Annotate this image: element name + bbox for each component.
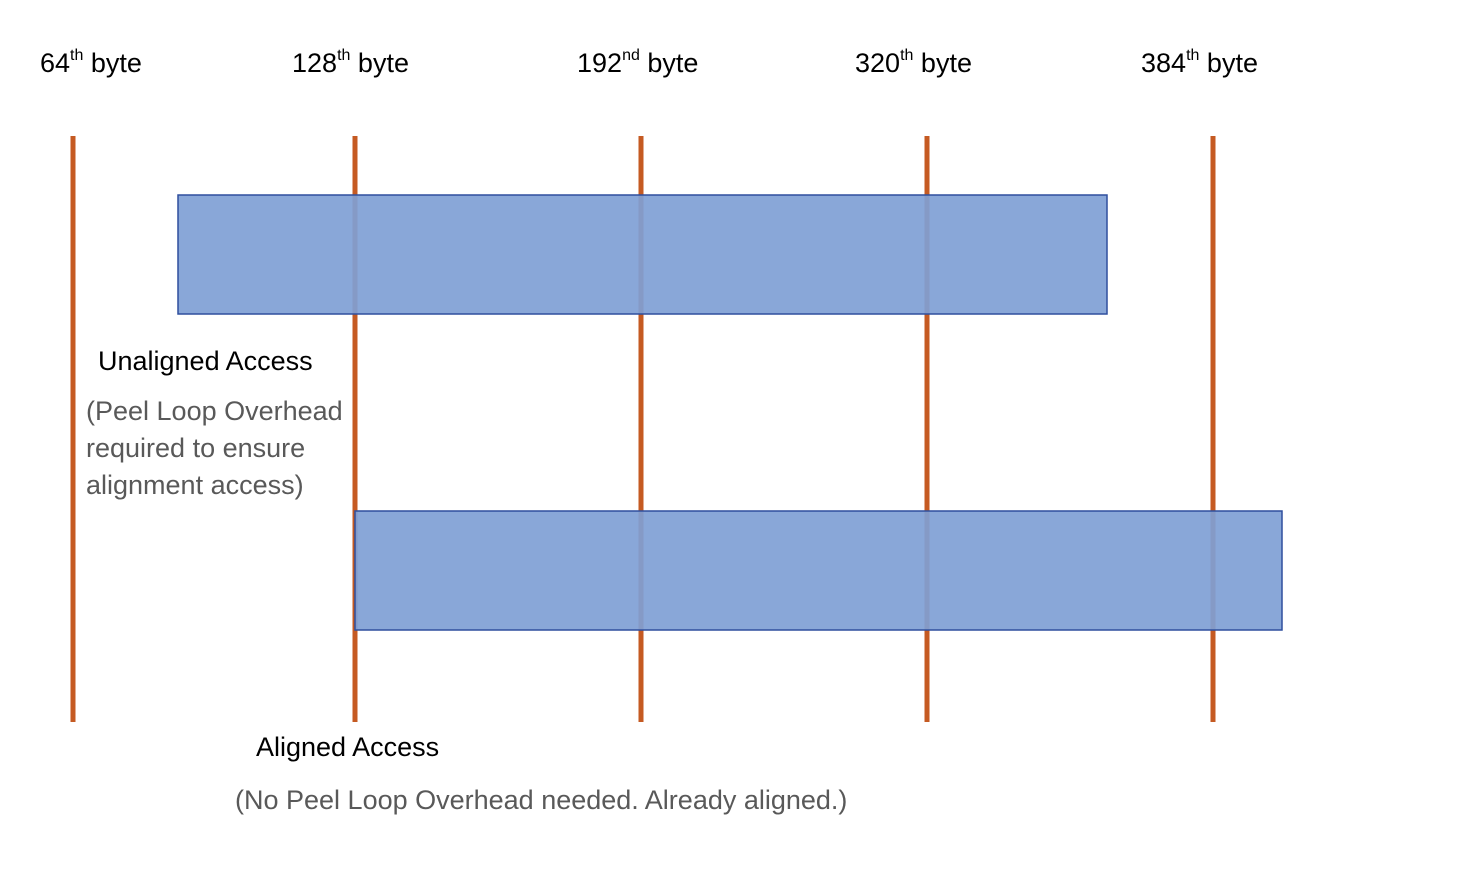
boundary-number: 128 bbox=[292, 48, 338, 78]
unaligned-access-title: Unaligned Access bbox=[98, 346, 313, 376]
aligned-access-title: Aligned Access bbox=[256, 732, 440, 762]
boundary-unit: byte bbox=[920, 48, 972, 78]
boundary-label-320: 320th byte bbox=[855, 47, 972, 79]
boundary-unit: byte bbox=[90, 48, 142, 78]
boundary-label-384: 384th byte bbox=[1141, 47, 1258, 79]
aligned-access-block bbox=[354, 510, 1283, 631]
boundary-unit: byte bbox=[1206, 48, 1258, 78]
boundary-unit: byte bbox=[357, 48, 409, 78]
boundary-suffix: th bbox=[337, 47, 351, 64]
aligned-access-note: (No Peel Loop Overhead needed. Already a… bbox=[235, 785, 848, 815]
boundary-suffix: th bbox=[900, 47, 914, 64]
boundary-suffix: th bbox=[70, 47, 84, 64]
boundary-number: 64 bbox=[40, 48, 71, 78]
boundary-number: 384 bbox=[1141, 48, 1187, 78]
unaligned-access-block bbox=[177, 194, 1108, 315]
boundary-unit: byte bbox=[647, 48, 699, 78]
unaligned-access-note: (Peel Loop Overhead required to ensure a… bbox=[86, 396, 343, 500]
boundary-suffix: th bbox=[1186, 47, 1200, 64]
boundary-number: 320 bbox=[855, 48, 901, 78]
boundary-number: 192 bbox=[577, 48, 623, 78]
boundary-suffix: nd bbox=[622, 47, 640, 64]
boundary-label-192: 192nd byte bbox=[577, 47, 699, 79]
boundary-label-64: 64th byte bbox=[40, 47, 142, 79]
boundary-label-128: 128th byte bbox=[292, 47, 409, 79]
